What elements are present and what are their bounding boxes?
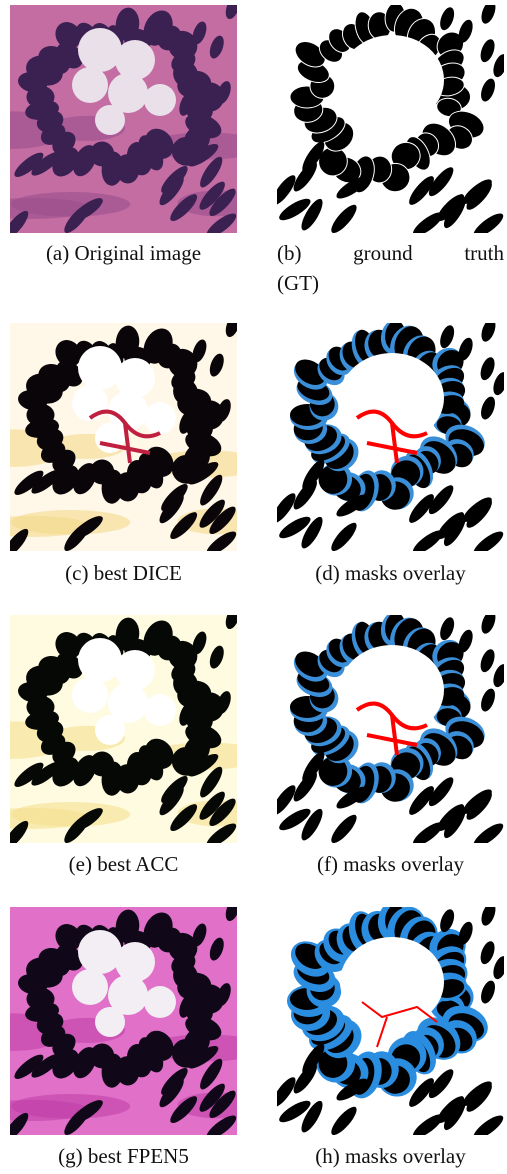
shape (144, 986, 176, 1018)
shape (95, 105, 125, 135)
shape (144, 694, 176, 726)
shape (78, 638, 122, 682)
overlay-image (277, 615, 504, 843)
caption: (f) masks overlay (277, 849, 504, 879)
caption: (e) best ACC (10, 849, 237, 879)
caption: (h) masks overlay (277, 1141, 504, 1171)
shape (340, 35, 444, 125)
shape (144, 402, 176, 434)
shape (72, 969, 108, 1005)
shape (78, 930, 122, 974)
caption: (c) best DICE (10, 558, 237, 588)
shape (115, 942, 155, 982)
shape (11, 1094, 130, 1118)
ground-truth-mask (277, 5, 504, 233)
shape (72, 677, 108, 713)
shape (144, 84, 176, 116)
best-fpen5-image (10, 907, 237, 1135)
caption: (d) masks overlay (277, 558, 504, 588)
shape (115, 650, 155, 690)
shape (78, 28, 122, 72)
best-acc-image (10, 615, 237, 843)
caption: (b) ground truth (277, 238, 504, 268)
overlay-image (277, 323, 504, 551)
figure: {"figure": {"panels": [ {"caption": "(a)… (0, 0, 507, 1174)
shape (115, 40, 155, 80)
shape (11, 802, 130, 826)
original-image (10, 5, 237, 233)
caption: (g) best FPEN5 (10, 1141, 237, 1171)
best-dice-image (10, 323, 237, 551)
shape (95, 1007, 125, 1037)
overlay-image (277, 907, 504, 1135)
shape (11, 192, 130, 216)
shape (115, 358, 155, 398)
shape (11, 510, 130, 534)
shape (72, 67, 108, 103)
shape (78, 346, 122, 390)
caption: (GT) (277, 268, 504, 298)
caption: (a) Original image (10, 238, 237, 268)
shape (95, 715, 125, 745)
